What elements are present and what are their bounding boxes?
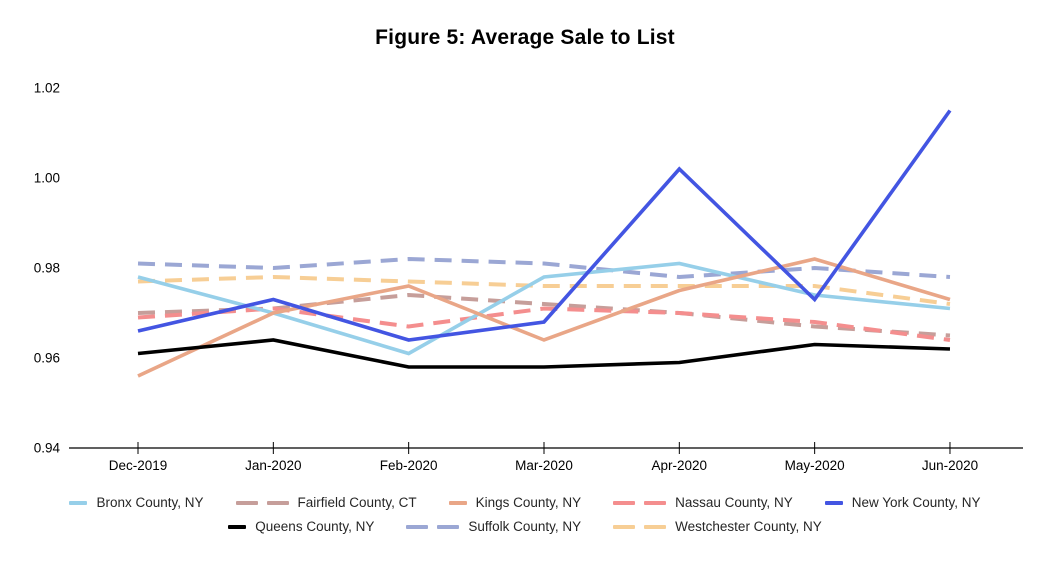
legend-row: Bronx County, NY Fairfield County, CT King… [69, 495, 981, 510]
line-chart-plot-area: Dec-2019 Jan-2020 Feb-2020 Mar-2020 Apr-2020… [34, 81, 1023, 473]
legend-item-suffolk-county-ny: Suffolk County, NY [406, 519, 581, 534]
legend-swatch-dashed [235, 500, 289, 505]
legend-swatch-dashed [613, 500, 667, 505]
y-tick-label: 0.98 [34, 261, 60, 276]
legend-label: Bronx County, NY [96, 495, 204, 510]
series-line-queens-county-ny [137, 338, 951, 369]
legend-item-queens-county-ny: Queens County, NY [228, 519, 374, 534]
y-tick-label: 0.96 [34, 351, 60, 366]
legend-item-westchester-county-ny: Westchester County, NY [613, 519, 822, 534]
x-tick-label: Jun-2020 [922, 458, 978, 473]
x-tick-label: Dec-2019 [109, 458, 168, 473]
legend-swatch-solid [824, 500, 843, 505]
legend-swatch-dashed [406, 524, 460, 529]
x-tick-label: Apr-2020 [652, 458, 708, 473]
legend-swatch-solid [69, 500, 88, 505]
legend-label: New York County, NY [851, 495, 981, 510]
legend-label: Suffolk County, NY [468, 519, 582, 534]
legend-label: Nassau County, NY [675, 495, 793, 510]
chart-legend: Bronx County, NY Fairfield County, CT King… [0, 495, 1050, 534]
series-line-westchester-county-ny [137, 274, 951, 306]
legend-swatch-solid [448, 500, 467, 505]
legend-row: Queens County, NY Suffolk County, NY Westc… [228, 519, 822, 534]
x-tick-label: Jan-2020 [245, 458, 301, 473]
x-tick-label: May-2020 [785, 458, 845, 473]
legend-label: Kings County, NY [475, 495, 582, 510]
y-tick-label: 0.94 [34, 441, 61, 456]
series-line-new-york-county-ny [137, 109, 952, 342]
legend-label: Queens County, NY [255, 519, 375, 534]
y-tick-label: 1.02 [34, 81, 60, 96]
legend-swatch-solid [228, 524, 247, 529]
legend-item-nassau-county-ny: Nassau County, NY [613, 495, 793, 510]
series-line-kings-county-ny [137, 257, 951, 378]
y-tick-label: 1.00 [34, 171, 60, 186]
legend-item-bronx-county-ny: Bronx County, NY [69, 495, 204, 510]
series-line-nassau-county-ny [137, 306, 951, 342]
x-tick-label: Feb-2020 [380, 458, 438, 473]
series-line-suffolk-county-ny [137, 256, 951, 280]
chart-title: Figure 5: Average Sale to List [375, 26, 675, 49]
legend-label: Westchester County, NY [675, 519, 822, 534]
legend-item-new-york-county-ny: New York County, NY [824, 495, 981, 510]
legend-label: Fairfield County, CT [297, 495, 417, 510]
legend-item-fairfield-county-ct: Fairfield County, CT [235, 495, 417, 510]
legend-swatch-dashed [613, 524, 667, 529]
legend-item-kings-county-ny: Kings County, NY [448, 495, 582, 510]
x-tick-label: Mar-2020 [515, 458, 573, 473]
